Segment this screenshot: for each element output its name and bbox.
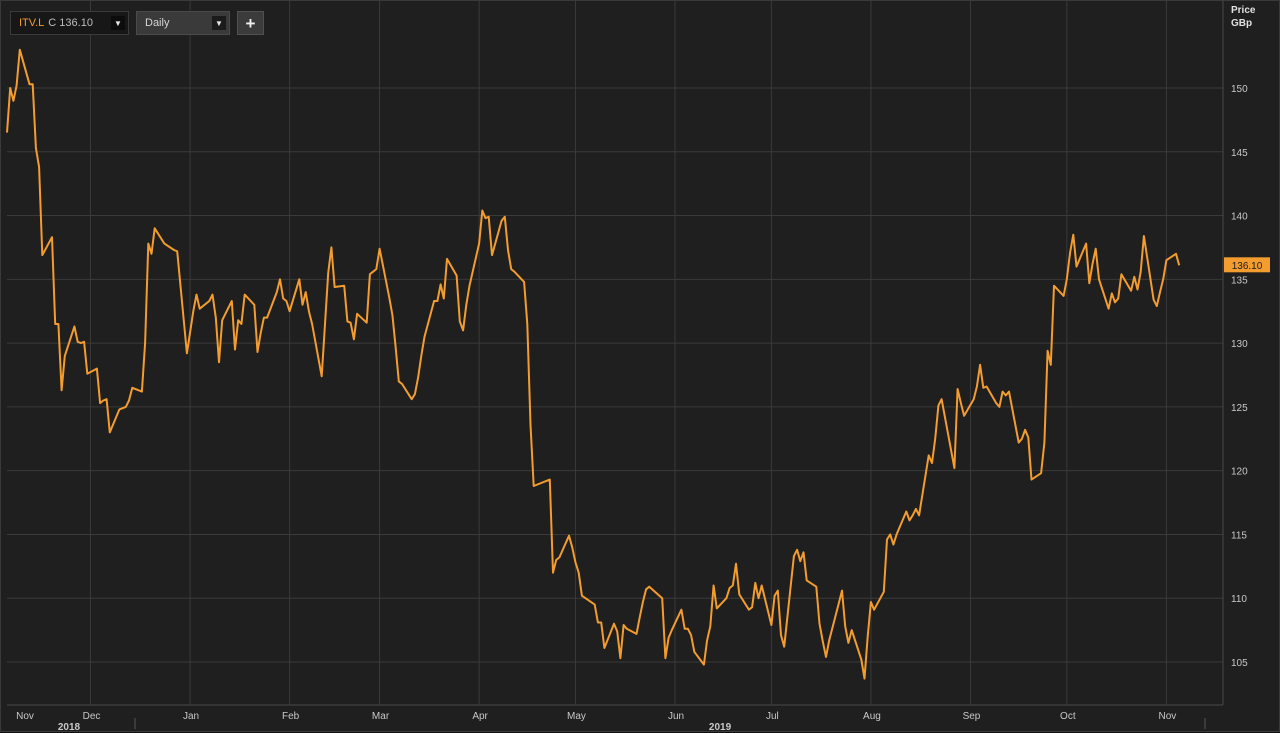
- chevron-down-icon[interactable]: ▼: [212, 16, 226, 30]
- y-tick-label: 150: [1231, 84, 1248, 95]
- y-tick-label: 105: [1231, 658, 1248, 669]
- x-tick-label: Jul: [766, 711, 779, 722]
- y-tick-label: 145: [1231, 148, 1248, 159]
- interval-selector[interactable]: Daily ▼: [136, 11, 230, 35]
- y-axis: 105 110 115 120 125 130 135 140 145 150: [1231, 84, 1248, 669]
- x-tick-label: Jan: [183, 711, 199, 722]
- x-tick-label: Sep: [963, 711, 981, 722]
- last-price-box: [1224, 257, 1270, 273]
- y-tick-label: 135: [1231, 275, 1248, 286]
- series-layer: [6, 48, 1181, 680]
- x-tick-label: Nov: [1159, 711, 1177, 722]
- price-axis-unit: GBp: [1231, 18, 1253, 29]
- instrument-symbol: ITV.L: [19, 17, 45, 29]
- y-tick-label: 115: [1231, 530, 1247, 541]
- x-tick-label: Apr: [472, 711, 488, 722]
- price-axis-title: Price: [1231, 5, 1256, 16]
- x-tick-label: Feb: [282, 711, 300, 722]
- y-tick-label: 140: [1231, 212, 1248, 223]
- plot-area: [7, 1, 1223, 705]
- last-price-label: 136.10: [1232, 261, 1263, 272]
- chevron-down-icon[interactable]: ▼: [111, 16, 125, 30]
- x-tick-label: Jun: [668, 711, 684, 722]
- instrument-selector[interactable]: ITV.L C 136.10 ▼: [10, 11, 129, 35]
- year-label: 2019: [709, 722, 732, 733]
- x-tick-label: Nov: [16, 711, 34, 722]
- y-tick-label: 125: [1231, 403, 1248, 414]
- last-price-marker: 136.10: [1224, 257, 1270, 273]
- interval-value: Daily: [145, 17, 170, 29]
- price-axis-header: Price GBp: [1231, 4, 1255, 30]
- y-tick-label: 110: [1231, 594, 1247, 605]
- year-label: 2018: [58, 722, 81, 733]
- x-tick-label: Aug: [863, 711, 881, 722]
- grid-lines: [7, 1, 1224, 706]
- close-value: 136.10: [59, 17, 93, 29]
- add-series-button[interactable]: +: [237, 11, 264, 35]
- x-tick-label: Dec: [83, 711, 101, 722]
- x-tick-label: Mar: [372, 711, 390, 722]
- chart-toolbar: ITV.L C 136.10 ▼ Daily ▼ +: [10, 11, 264, 35]
- close-prefix: C: [48, 17, 57, 29]
- y-tick-label: 120: [1231, 467, 1248, 478]
- y-tick-label: 130: [1231, 339, 1248, 350]
- x-tick-label: Oct: [1060, 711, 1076, 722]
- price-series-line: [6, 48, 1181, 680]
- x-tick-label: May: [567, 711, 586, 722]
